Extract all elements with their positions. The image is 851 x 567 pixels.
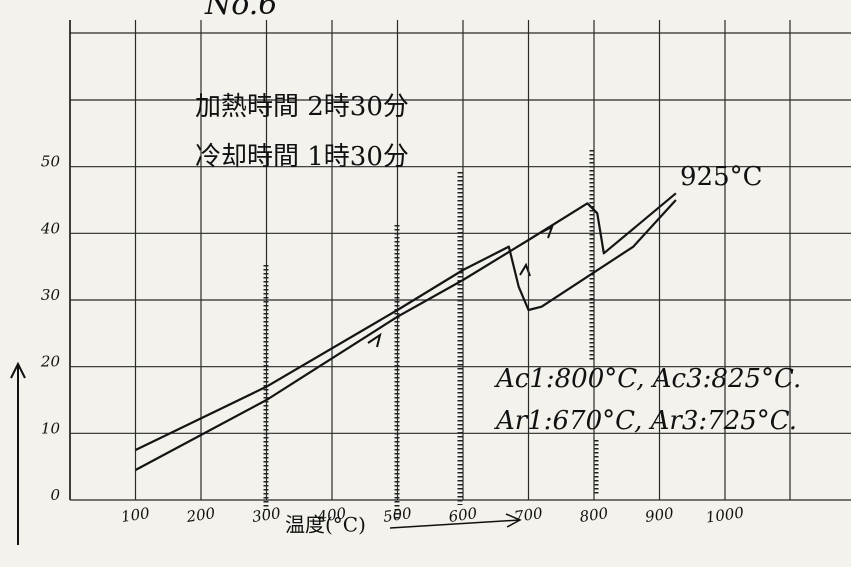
dilatation-curve: [135, 199, 677, 451]
side-arrow-head: [10, 361, 26, 379]
chart-title: No.6: [204, 0, 277, 22]
y-tick-label: 30: [41, 286, 61, 304]
x-tick-label: 900: [644, 504, 675, 526]
annotation: 925°C: [680, 162, 763, 192]
x-arrow-head: [505, 513, 522, 528]
x-tick-label: 100: [120, 504, 151, 526]
x-tick-label: 300: [251, 504, 282, 526]
y-tick-label: 50: [41, 153, 61, 171]
x-tick-label: 1000: [705, 503, 746, 526]
x-tick-label: 800: [578, 504, 609, 526]
x-arrow: [389, 519, 521, 529]
x-tick-label: 700: [513, 504, 544, 526]
x-tick-label: 400: [315, 504, 347, 526]
y-tick-label: 0: [50, 486, 60, 504]
annotation: 加熱時間 2時30分: [195, 92, 409, 122]
annotation: Ac1:800°C, Ac3:825°C.: [494, 364, 801, 394]
x-tick-label: 200: [184, 504, 216, 526]
annotation: Ar1:670°C, Ar3:725°C.: [494, 406, 797, 436]
x-tick-label: 500: [382, 504, 413, 526]
y-tick-label: 10: [41, 419, 61, 437]
y-tick-label: 20: [40, 353, 61, 371]
direction-arrow: [367, 332, 382, 348]
dilatation-curve: [134, 192, 677, 471]
y-tick-label: 40: [40, 219, 61, 237]
x-tick-label: 600: [447, 504, 478, 526]
x-axis-label: 温度(°C): [285, 513, 366, 537]
annotation: 冷却時間 1時30分: [195, 142, 409, 172]
